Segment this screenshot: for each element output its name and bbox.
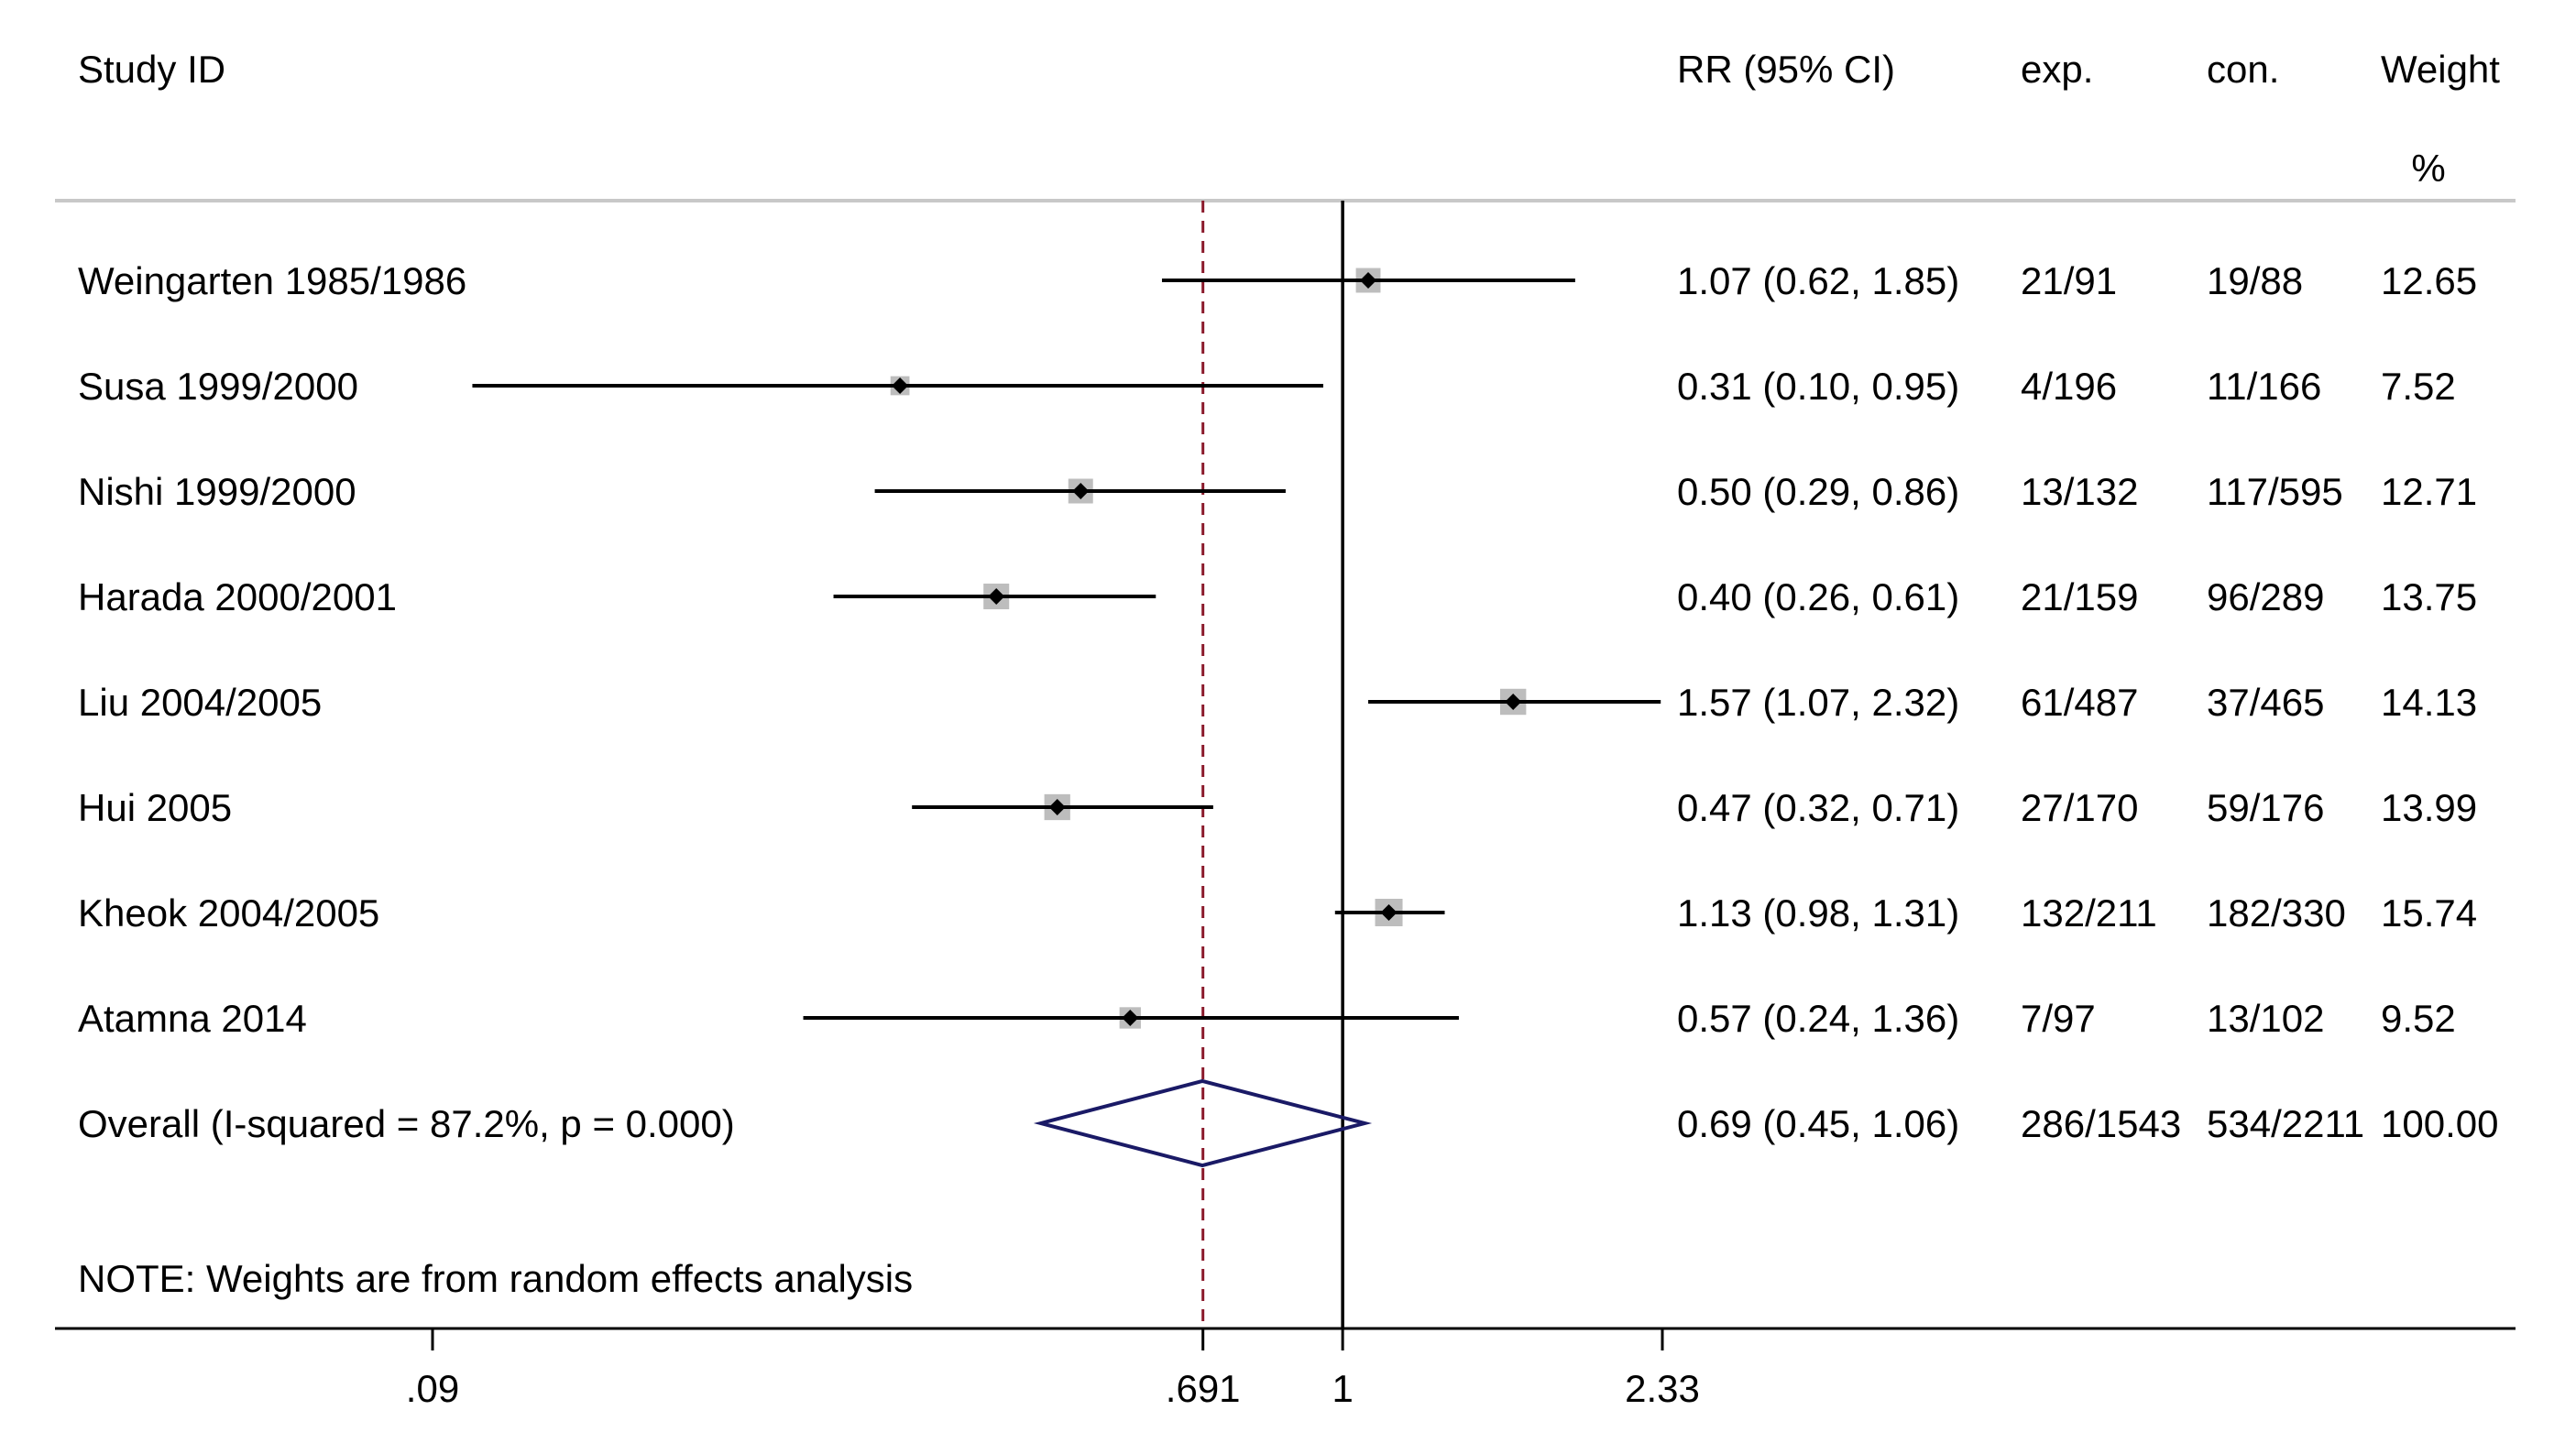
study-row: Hui 2005 0.47 (0.32, 0.71) 27/170 59/176 13.… (78, 786, 2477, 829)
header-weight-unit: % (2411, 147, 2445, 190)
x-tick-label: .09 (406, 1367, 459, 1410)
exp-value: 132/211 (2021, 891, 2157, 935)
con-value: 37/465 (2207, 681, 2324, 724)
study-name: Harada 2000/2001 (78, 575, 397, 618)
weight-value: 13.99 (2381, 786, 2477, 829)
con-value: 117/595 (2207, 470, 2343, 513)
study-name: Susa 1999/2000 (78, 365, 358, 408)
x-axis-ticks: .09 .691 1 2.33 (406, 1328, 1700, 1410)
study-row: Nishi 1999/2000 0.50 (0.29, 0.86) 13/132 11… (78, 470, 2477, 513)
rr-ci-value: 0.50 (0.29, 0.86) (1677, 470, 1959, 513)
study-row: Weingarten 1985/1986 1.07 (0.62, 1.85) 21/… (78, 259, 2477, 302)
study-rows: Weingarten 1985/1986 1.07 (0.62, 1.85) 21/… (78, 259, 2477, 1040)
rr-ci-value: 0.69 (0.45, 1.06) (1677, 1102, 1959, 1145)
con-value: 13/102 (2207, 997, 2324, 1040)
study-row: Atamna 2014 0.57 (0.24, 1.36) 7/97 13/102 9.… (78, 997, 2456, 1040)
x-tick-label: 2.33 (1625, 1367, 1700, 1410)
study-name: Weingarten 1985/1986 (78, 259, 466, 302)
weight-value: 9.52 (2381, 997, 2456, 1040)
overall-diamond (1033, 1078, 1373, 1168)
exp-value: 13/132 (2021, 470, 2138, 513)
weight-value: 12.71 (2381, 470, 2477, 513)
study-name: Kheok 2004/2005 (78, 891, 379, 935)
point-estimate (1380, 904, 1398, 921)
exp-value: 61/487 (2021, 681, 2138, 724)
point-estimate (1122, 1010, 1139, 1026)
con-value: 19/88 (2207, 259, 2303, 302)
exp-value: 27/170 (2021, 786, 2138, 829)
study-row: Harada 2000/2001 0.40 (0.26, 0.61) 21/159 9… (78, 575, 2477, 618)
header-rr-ci: RR (95% CI) (1677, 48, 1895, 91)
con-value: 59/176 (2207, 786, 2324, 829)
study-row: Kheok 2004/2005 1.13 (0.98, 1.31) 132/211 1… (78, 891, 2477, 935)
study-name: Atamna 2014 (78, 997, 307, 1040)
header-con: con. (2207, 48, 2279, 91)
x-tick-label: 1 (1332, 1367, 1353, 1410)
point-estimate (1048, 799, 1066, 815)
study-row: Liu 2004/2005 1.57 (1.07, 2.32) 61/487 37/4… (78, 681, 2477, 724)
con-value: 534/2211 (2207, 1102, 2364, 1145)
rr-ci-value: 0.40 (0.26, 0.61) (1677, 575, 1959, 618)
rr-ci-value: 0.31 (0.10, 0.95) (1677, 365, 1959, 408)
x-tick-label: .691 (1166, 1367, 1241, 1410)
weight-value: 13.75 (2381, 575, 2477, 618)
rr-ci-value: 0.47 (0.32, 0.71) (1677, 786, 1959, 829)
rr-ci-value: 1.57 (1.07, 2.32) (1677, 681, 1959, 724)
rr-ci-value: 1.07 (0.62, 1.85) (1677, 259, 1959, 302)
weight-value: 7.52 (2381, 365, 2456, 408)
exp-value: 21/91 (2021, 259, 2117, 302)
rr-ci-value: 1.13 (0.98, 1.31) (1677, 891, 1959, 935)
header-study-id: Study ID (78, 48, 225, 91)
header: Study ID RR (95% CI) exp. con. Weight % (78, 48, 2500, 190)
point-estimate (892, 377, 909, 394)
study-name: Liu 2004/2005 (78, 681, 322, 724)
con-value: 11/166 (2207, 365, 2321, 408)
overall-row: Overall (I-squared = 87.2%, p = 0.000) 0.… (78, 1078, 2498, 1168)
weight-value: 12.65 (2381, 259, 2477, 302)
weight-value: 100.00 (2381, 1102, 2498, 1145)
study-row: Susa 1999/2000 0.31 (0.10, 0.95) 4/196 11/1… (78, 365, 2456, 408)
weight-value: 15.74 (2381, 891, 2477, 935)
point-estimate (1505, 694, 1522, 710)
study-name: Hui 2005 (78, 786, 232, 829)
point-estimate (1360, 272, 1377, 289)
header-weight: Weight (2381, 48, 2500, 91)
exp-value: 286/1543 (2021, 1102, 2181, 1145)
header-exp: exp. (2021, 48, 2093, 91)
point-estimate (988, 588, 1005, 605)
con-value: 96/289 (2207, 575, 2324, 618)
exp-value: 4/196 (2021, 365, 2117, 408)
study-name: Nishi 1999/2000 (78, 470, 356, 513)
exp-value: 21/159 (2021, 575, 2138, 618)
rr-ci-value: 0.57 (0.24, 1.36) (1677, 997, 1959, 1040)
point-estimate (1072, 483, 1090, 499)
overall-label: Overall (I-squared = 87.2%, p = 0.000) (78, 1102, 735, 1145)
con-value: 182/330 (2207, 891, 2346, 935)
weight-value: 14.13 (2381, 681, 2477, 724)
exp-value: 7/97 (2021, 997, 2096, 1040)
note: NOTE: Weights are from random effects an… (78, 1257, 913, 1300)
